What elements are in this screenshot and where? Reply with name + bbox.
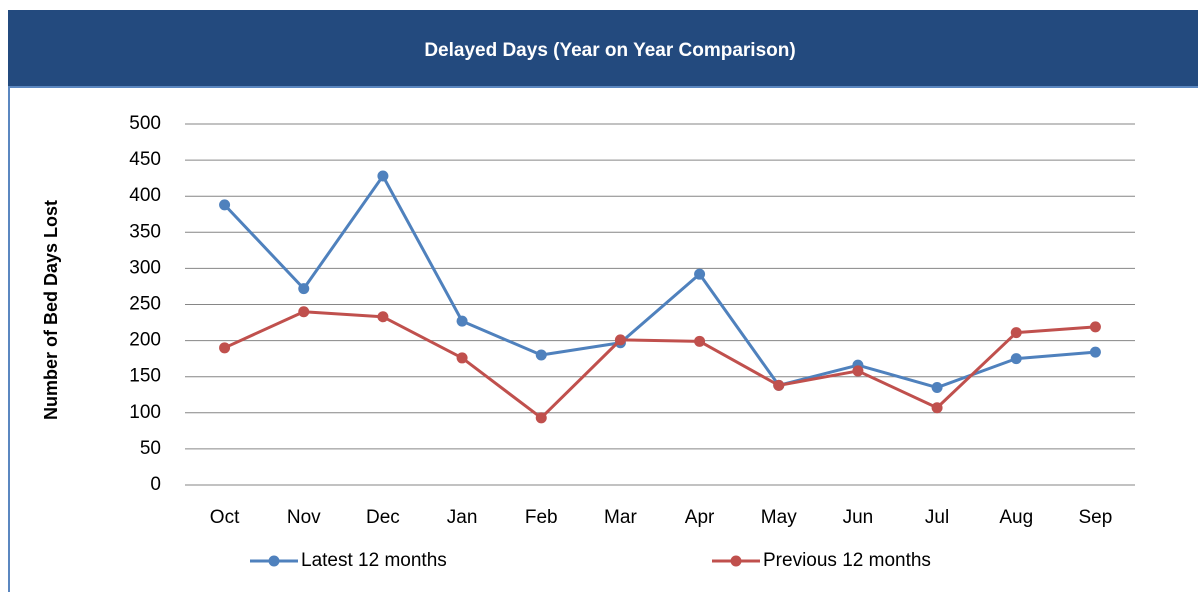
series-marker: [377, 170, 389, 182]
series-line: [223, 310, 1096, 420]
series-marker: [694, 268, 706, 280]
series-marker: [535, 412, 547, 424]
x-tick-label: May: [761, 507, 797, 528]
series-marker: [852, 365, 864, 377]
series-marker: [1089, 346, 1101, 358]
series-marker: [614, 334, 626, 346]
series-marker: [1010, 353, 1022, 365]
series-marker: [219, 342, 231, 354]
x-tick-label: Oct: [210, 507, 240, 528]
header-band: [8, 10, 1198, 87]
y-tick-label: 0: [150, 474, 161, 495]
chart-title: Delayed Days (Year on Year Comparison): [424, 40, 795, 61]
y-tick-label: 350: [129, 221, 161, 242]
series-marker: [931, 382, 943, 394]
series-marker: [1089, 321, 1101, 333]
series-marker: [694, 335, 706, 347]
series-marker: [535, 349, 547, 361]
y-tick-label: 500: [129, 113, 161, 134]
series-marker: [1010, 327, 1022, 339]
legend-label: Previous 12 months: [763, 550, 931, 571]
y-axis-label: Number of Bed Days Lost: [41, 200, 61, 420]
series-marker: [931, 402, 943, 414]
y-tick-label: 400: [129, 185, 161, 206]
y-tick-label: 300: [129, 257, 161, 278]
x-tick-label: Aug: [999, 507, 1033, 528]
x-tick-label: Jan: [447, 507, 478, 528]
series-marker: [219, 199, 231, 211]
y-tick-label: 100: [129, 402, 161, 423]
x-tick-label: Sep: [1079, 507, 1113, 528]
legend-label: Latest 12 months: [301, 550, 447, 571]
y-tick-label: 200: [129, 330, 161, 351]
y-tick-label: 250: [129, 294, 161, 315]
series-line: [223, 174, 1096, 390]
series-marker: [377, 311, 389, 323]
x-tick-label: Jul: [925, 507, 949, 528]
legend-marker: [730, 555, 742, 567]
series-marker: [298, 283, 310, 295]
legend-marker: [268, 555, 280, 567]
y-tick-label: 150: [129, 366, 161, 387]
x-tick-label: Mar: [604, 507, 637, 528]
y-tick-label: 50: [140, 438, 161, 459]
x-tick-label: Feb: [525, 507, 558, 528]
series-marker: [298, 306, 310, 318]
series-marker: [456, 352, 468, 364]
series-marker: [456, 315, 468, 327]
x-tick-label: Nov: [287, 507, 321, 528]
series-marker: [773, 379, 785, 391]
x-tick-label: Jun: [843, 507, 874, 528]
x-tick-label: Apr: [685, 507, 715, 528]
x-tick-label: Dec: [366, 507, 400, 528]
y-tick-label: 450: [129, 149, 161, 170]
